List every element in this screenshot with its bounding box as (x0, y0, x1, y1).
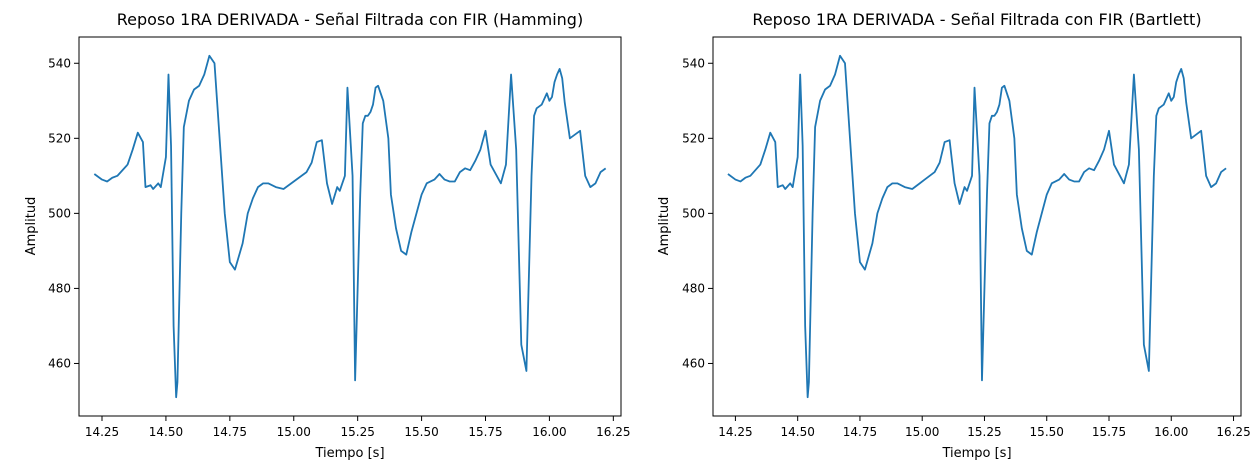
y-tick-label: 520 (682, 131, 705, 145)
x-tick-label: 16.25 (596, 425, 630, 439)
x-tick-label: 16.25 (1216, 425, 1250, 439)
signal-line (727, 54, 1227, 399)
x-tick-label: 15.50 (404, 425, 438, 439)
series-group (93, 54, 607, 399)
y-tick-label: 460 (48, 356, 71, 370)
axes-frame (78, 36, 622, 417)
x-tick-label: 15.75 (468, 425, 502, 439)
x-tick-label: 15.50 (1030, 425, 1064, 439)
x-ticks: 14.25 14.50 14.75 15.00 15.25 15.50 15.75 16.00… (718, 416, 1251, 439)
x-tick-label: 14.75 (213, 425, 247, 439)
chart-bartlett: Reposo 1RA DERIVADA - Señal Filtrada con… (657, 10, 1251, 461)
y-ticks: 460 480 500 520 540 (48, 56, 79, 370)
x-ticks: 14.25 14.50 14.75 15.00 15.25 15.50 15.75 16.00… (85, 416, 631, 439)
y-axis-label: Amplitud (657, 197, 672, 256)
y-tick-label: 540 (48, 56, 71, 70)
y-tick-label: 500 (682, 206, 705, 220)
signal-line (93, 54, 607, 399)
y-ticks: 460 480 500 520 540 (682, 56, 713, 370)
y-tick-label: 460 (682, 356, 705, 370)
x-tick-label: 15.00 (905, 425, 939, 439)
y-tick-label: 500 (48, 206, 71, 220)
x-tick-label: 14.50 (149, 425, 183, 439)
x-tick-label: 14.50 (780, 425, 814, 439)
series-group (727, 54, 1227, 399)
x-tick-label: 15.00 (277, 425, 311, 439)
x-axis-label: Tiempo [s] (941, 446, 1011, 461)
y-axis-label: Amplitud (24, 197, 39, 256)
x-tick-label: 15.75 (1092, 425, 1126, 439)
x-tick-label: 15.25 (340, 425, 374, 439)
y-tick-label: 520 (48, 131, 71, 145)
x-tick-label: 15.25 (967, 425, 1001, 439)
x-tick-label: 14.75 (843, 425, 877, 439)
y-tick-label: 480 (48, 281, 71, 295)
x-tick-label: 16.00 (532, 425, 566, 439)
x-tick-label: 14.25 (718, 425, 752, 439)
x-axis-label: Tiempo [s] (314, 446, 384, 461)
chart-title: Reposo 1RA DERIVADA - Señal Filtrada con… (752, 10, 1201, 29)
axes-frame (712, 36, 1242, 417)
chart-hamming: Reposo 1RA DERIVADA - Señal Filtrada con… (24, 10, 631, 461)
y-tick-label: 480 (682, 281, 705, 295)
x-tick-label: 16.00 (1154, 425, 1188, 439)
y-tick-label: 540 (682, 56, 705, 70)
chart-title: Reposo 1RA DERIVADA - Señal Filtrada con… (117, 10, 583, 29)
x-tick-label: 14.25 (85, 425, 119, 439)
